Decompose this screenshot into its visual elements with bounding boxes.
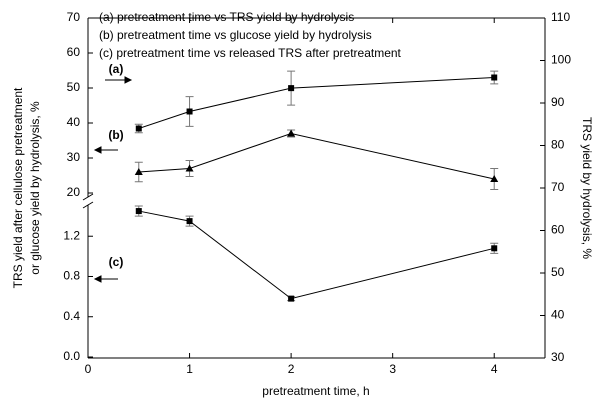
arrows: [93, 76, 133, 283]
x-tick-label: 0: [85, 362, 92, 376]
y2-tick-label: 50: [551, 265, 565, 279]
axis-break: [82, 193, 94, 201]
x-tick-label: 2: [288, 362, 295, 376]
legend-entry: (b) pretreatment time vs glucose yield b…: [99, 28, 372, 42]
marker: [134, 168, 143, 175]
y-axis-title: or glucose yield by hydrolysis, %: [28, 101, 42, 275]
y2-tick-label: 70: [551, 180, 565, 194]
marker: [185, 164, 194, 172]
x-tick-label: 3: [389, 362, 396, 376]
y-tick-label: 0.8: [63, 269, 80, 283]
y-tick-label: 0.4: [63, 309, 80, 323]
legend-entry: (a) pretreatment time vs TRS yield by hy…: [99, 10, 354, 24]
y2-tick-label: 60: [551, 223, 565, 237]
y-tick-label: 60: [67, 45, 81, 59]
legend-entry: (c) pretreatment time vs released TRS af…: [99, 46, 402, 60]
y2-tick-label: 30: [551, 350, 565, 364]
y2-tick-label: 80: [551, 138, 565, 152]
y2-tick-label: 90: [551, 95, 565, 109]
marker: [186, 218, 193, 225]
marker: [491, 245, 498, 252]
marker: [135, 208, 142, 215]
series-line: [138, 210, 495, 300]
marker: [135, 125, 142, 132]
marker: [288, 295, 295, 302]
y2-tick-label: 40: [551, 308, 565, 322]
y2-axis-title: TRS yield by hydrolysis, %: [580, 117, 594, 259]
y2-tick-label: 110: [551, 10, 570, 24]
y-axis-title: TRS yield after cellulose pretreatment: [11, 87, 25, 288]
y-tick-label: 40: [67, 115, 81, 129]
series-line: [138, 77, 495, 129]
series-label: (c): [109, 255, 124, 269]
y2-tick-label: 100: [551, 53, 571, 67]
marker: [186, 108, 193, 115]
y-tick-label: 0.0: [63, 349, 80, 363]
x-axis-title: pretreatment time, h: [262, 384, 369, 398]
y-tick-label: 50: [67, 80, 81, 94]
marker: [288, 85, 295, 92]
marker: [287, 129, 296, 137]
y-tick-label: 20: [67, 185, 81, 199]
series-label: (a): [109, 62, 124, 76]
x-tick-label: 4: [491, 362, 498, 376]
axis-break: [82, 201, 94, 209]
x-tick-label: 1: [186, 362, 193, 376]
y-tick-label: 30: [67, 150, 81, 164]
y-tick-label: 70: [67, 10, 81, 24]
series-label: (b): [108, 128, 123, 142]
marker: [490, 175, 499, 182]
marker: [491, 74, 498, 81]
series-line: [138, 132, 495, 180]
y-tick-label: 1.2: [63, 228, 80, 242]
